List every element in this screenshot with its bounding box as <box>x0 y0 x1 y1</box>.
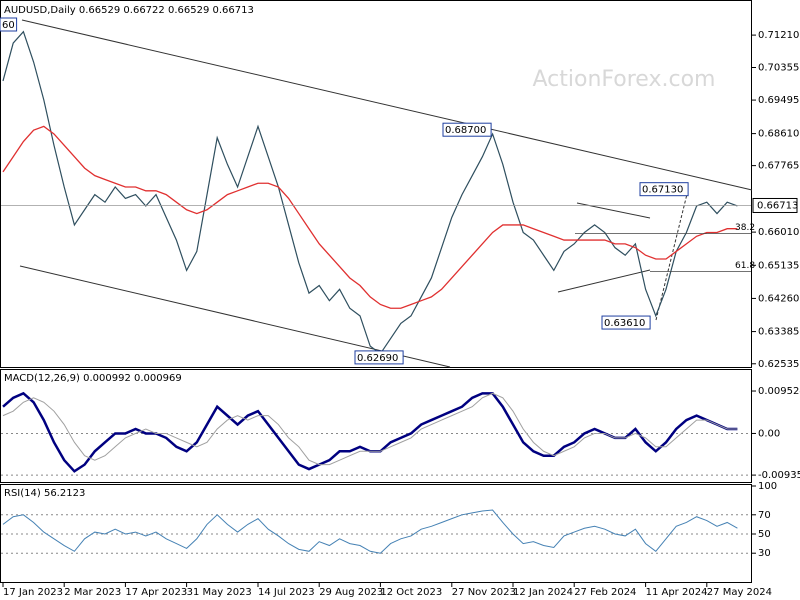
fib-label: 38.2 <box>735 223 755 233</box>
series-line <box>2 30 738 355</box>
y-tick-label: -0.00935 <box>758 470 800 481</box>
series-line <box>2 392 738 466</box>
x-tick-label: 2 Mar 2023 <box>64 587 121 598</box>
x-tick-label: 12 Jan 2024 <box>513 587 573 598</box>
chart-title: AUDUSD,Daily 0.66529 0.66722 0.66529 0.6… <box>4 5 254 16</box>
y-tick-label: 0.68610 <box>758 129 799 140</box>
price-frame <box>0 0 752 368</box>
level-box <box>354 350 404 365</box>
y-tick-label: 0.65135 <box>758 260 799 271</box>
y-tick-label: 0.66010 <box>758 227 799 238</box>
x-tick-label: 27 Feb 2024 <box>574 587 636 598</box>
x-tick-label: 17 Jan 2023 <box>3 587 63 598</box>
y-tick-label: 0.67765 <box>758 161 799 172</box>
level-label: 0.62690 <box>357 353 398 364</box>
x-tick-label: 29 Aug 2023 <box>319 587 383 598</box>
x-tick-label: 12 Oct 2023 <box>380 587 442 598</box>
current-price-box <box>752 197 798 213</box>
y-tick-label: 0.64260 <box>758 293 799 304</box>
level-box <box>442 122 492 137</box>
level-label: 0.63610 <box>604 318 645 329</box>
x-tick-label: 27 Nov 2023 <box>452 587 516 598</box>
y-tick-label: 50 <box>758 529 771 540</box>
y-tick-label: 0.69495 <box>758 95 799 106</box>
y-tick-label: 0.009524 <box>758 386 800 397</box>
macd-frame <box>0 369 752 483</box>
level-label: 0.68700 <box>445 125 486 136</box>
y-tick-label: 0.00 <box>758 428 780 439</box>
x-tick-label: 11 Apr 2024 <box>646 587 708 598</box>
series-line <box>2 509 738 554</box>
channel-lower <box>19 265 451 368</box>
level-label: 0.67130 <box>642 185 683 196</box>
watermark: ActionForex.com <box>533 67 716 92</box>
y-tick-label: 0.71210 <box>758 30 799 41</box>
x-tick-label: 27 May 2024 <box>707 587 772 598</box>
x-tick-label: 31 May 2023 <box>187 587 252 598</box>
rsi-title: RSI(14) 56.2123 <box>4 488 85 499</box>
x-tick-label: 14 Jul 2023 <box>258 587 315 598</box>
triangle-lower <box>557 269 651 293</box>
channel-upper <box>21 19 753 191</box>
level-box <box>639 182 689 197</box>
level-box <box>601 315 651 330</box>
y-tick-label: 30 <box>758 548 771 559</box>
level-box <box>0 17 18 32</box>
x-tick-label: 17 Apr 2023 <box>125 587 187 598</box>
fib-label: 61.8 <box>735 261 755 271</box>
current-price-label: 0.66713 <box>757 200 798 211</box>
y-tick-label: 0.70355 <box>758 62 799 73</box>
rsi-frame <box>0 484 752 583</box>
y-tick-label: 70 <box>758 510 771 521</box>
y-tick-label: 100 <box>758 481 777 492</box>
y-tick-label: 0.62535 <box>758 359 799 370</box>
macd-title: MACD(12,26,9) 0.000992 0.000969 <box>4 373 182 384</box>
y-tick-label: 0.63385 <box>758 327 799 338</box>
level-label: 60 <box>2 20 15 31</box>
series-line <box>2 125 738 309</box>
